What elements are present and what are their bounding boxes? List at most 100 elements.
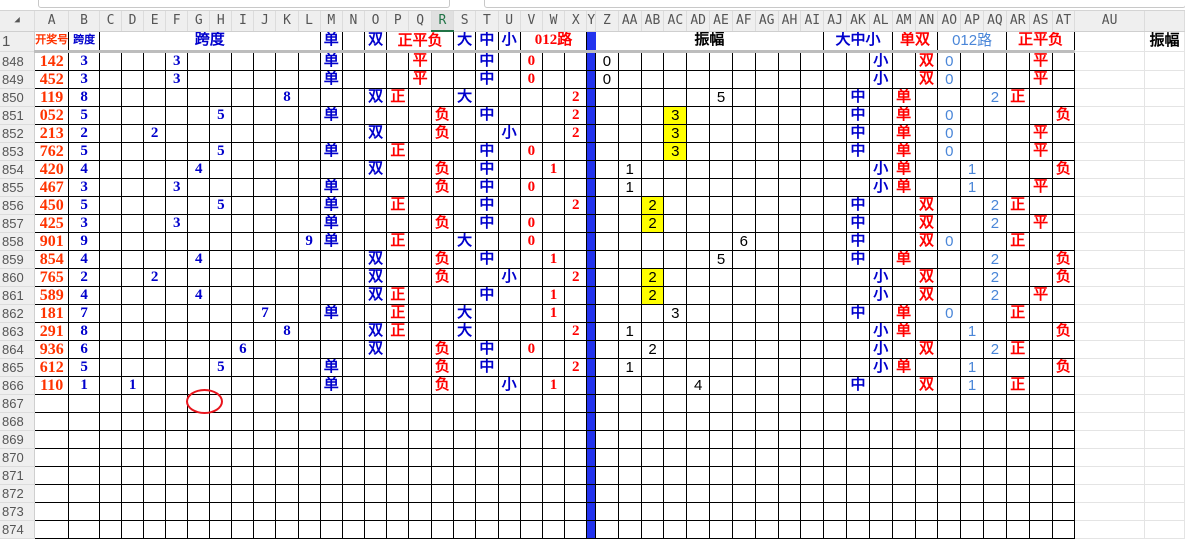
- cell-AT871[interactable]: [1051, 466, 1076, 485]
- cell-B849[interactable]: 3: [68, 70, 100, 89]
- cell-N867[interactable]: [341, 394, 365, 413]
- cell-AF873[interactable]: [731, 502, 756, 521]
- cell-AI871[interactable]: [800, 466, 825, 485]
- cell-A860[interactable]: 765: [34, 268, 70, 287]
- cell-AB859[interactable]: [640, 250, 665, 269]
- cell-AE858[interactable]: [709, 232, 733, 251]
- cell-H848[interactable]: [209, 51, 233, 71]
- column-header-Y[interactable]: Y: [586, 11, 597, 32]
- cell-R867[interactable]: [430, 394, 455, 413]
- cell-Q856[interactable]: [408, 196, 432, 215]
- cell-AC874[interactable]: [663, 520, 688, 539]
- cell-L858[interactable]: 9: [297, 232, 321, 251]
- cell-O872[interactable]: [363, 484, 388, 503]
- cell-AR868[interactable]: [1005, 412, 1030, 431]
- cell-I857[interactable]: [231, 214, 255, 233]
- cell-AE854[interactable]: [709, 160, 733, 179]
- cell-AK854[interactable]: [846, 160, 870, 179]
- column-header-AH[interactable]: AH: [778, 11, 802, 32]
- cell-AR853[interactable]: [1005, 142, 1030, 161]
- cell-AR865[interactable]: [1005, 358, 1030, 377]
- cell-AH873[interactable]: [777, 502, 802, 521]
- cell-AJ861[interactable]: [823, 286, 848, 305]
- cell-AU855[interactable]: [1074, 178, 1145, 197]
- cell-D857[interactable]: [121, 214, 145, 233]
- cell-AE872[interactable]: [709, 484, 733, 503]
- cell-AU853[interactable]: [1074, 142, 1145, 161]
- cell-G853[interactable]: [187, 142, 211, 161]
- cell-E852[interactable]: 2: [143, 124, 167, 143]
- cell-AR850[interactable]: 正: [1005, 88, 1030, 107]
- cell-AT851[interactable]: 负: [1051, 106, 1076, 125]
- cell-AC856[interactable]: [663, 196, 688, 215]
- cell-W860[interactable]: [541, 268, 566, 287]
- cell-AR873[interactable]: [1005, 502, 1030, 521]
- cell-AN865[interactable]: [914, 358, 939, 377]
- cell-AC858[interactable]: [663, 232, 688, 251]
- cell-AO872[interactable]: [937, 484, 962, 503]
- cell-AC873[interactable]: [663, 502, 688, 521]
- cell-G862[interactable]: [187, 304, 211, 323]
- cell-AK865[interactable]: [846, 358, 870, 377]
- cell-AI870[interactable]: [800, 448, 825, 467]
- cell-R855[interactable]: 负: [430, 178, 455, 197]
- cell-N852[interactable]: [341, 124, 365, 143]
- cell-AM855[interactable]: 单: [891, 178, 916, 197]
- cell-AT856[interactable]: [1051, 196, 1076, 215]
- cell-AP869[interactable]: [960, 430, 985, 449]
- cell-B859[interactable]: 4: [68, 250, 100, 269]
- cell-W870[interactable]: [541, 448, 566, 467]
- cell-AS849[interactable]: 平: [1028, 70, 1053, 89]
- cell-I871[interactable]: [231, 466, 255, 485]
- cell-V865[interactable]: [519, 358, 543, 377]
- cell-AU871[interactable]: [1074, 466, 1145, 485]
- cell-H854[interactable]: [209, 160, 233, 179]
- cell-C856[interactable]: [98, 196, 123, 215]
- cell-AQ848[interactable]: [983, 51, 1007, 71]
- cell-next874[interactable]: [1144, 520, 1185, 539]
- cell-Z870[interactable]: [595, 448, 619, 467]
- column-header-J[interactable]: J: [253, 11, 277, 32]
- cell-AH855[interactable]: [777, 178, 802, 197]
- cell-S867[interactable]: [452, 394, 477, 413]
- cell-Q848[interactable]: 平: [408, 51, 432, 71]
- cell-N873[interactable]: [341, 502, 365, 521]
- cell-K862[interactable]: [275, 304, 299, 323]
- cell-AG850[interactable]: [754, 88, 779, 107]
- cell-V863[interactable]: [519, 322, 543, 341]
- cell-K850[interactable]: 8: [275, 88, 299, 107]
- cell-K867[interactable]: [275, 394, 299, 413]
- cell-V862[interactable]: [519, 304, 543, 323]
- cell-AU863[interactable]: [1074, 322, 1145, 341]
- cell-AT866[interactable]: [1051, 376, 1076, 395]
- cell-U859[interactable]: [497, 250, 521, 269]
- cell-AL866[interactable]: [868, 376, 893, 395]
- cell-N857[interactable]: [341, 214, 365, 233]
- cell-AQ849[interactable]: [983, 70, 1007, 89]
- cell-AJ864[interactable]: [823, 340, 848, 359]
- cell-AE870[interactable]: [709, 448, 733, 467]
- cell-AD868[interactable]: [686, 412, 711, 431]
- cell-T854[interactable]: 中: [475, 160, 499, 179]
- cell-M866[interactable]: 单: [319, 376, 343, 395]
- cell-AN867[interactable]: [914, 394, 939, 413]
- cell-Y871[interactable]: [586, 466, 596, 485]
- row-header[interactable]: 856: [0, 196, 36, 215]
- cell-H853[interactable]: 5: [209, 142, 233, 161]
- cell-AO855[interactable]: [937, 178, 962, 197]
- cell-E871[interactable]: [143, 466, 167, 485]
- cell-F858[interactable]: [165, 232, 189, 251]
- row-header[interactable]: 851: [0, 106, 36, 125]
- cell-W858[interactable]: [541, 232, 566, 251]
- cell-AK867[interactable]: [846, 394, 870, 413]
- cell-E865[interactable]: [143, 358, 167, 377]
- cell-next849[interactable]: [1144, 70, 1185, 89]
- cell-AG872[interactable]: [754, 484, 779, 503]
- cell-AE848[interactable]: [709, 51, 733, 71]
- cell-AO869[interactable]: [937, 430, 962, 449]
- cell-AL860[interactable]: 小: [868, 268, 893, 287]
- cell-Q868[interactable]: [408, 412, 432, 431]
- cell-P851[interactable]: [386, 106, 410, 125]
- cell-K870[interactable]: [275, 448, 299, 467]
- cell-AI865[interactable]: [800, 358, 825, 377]
